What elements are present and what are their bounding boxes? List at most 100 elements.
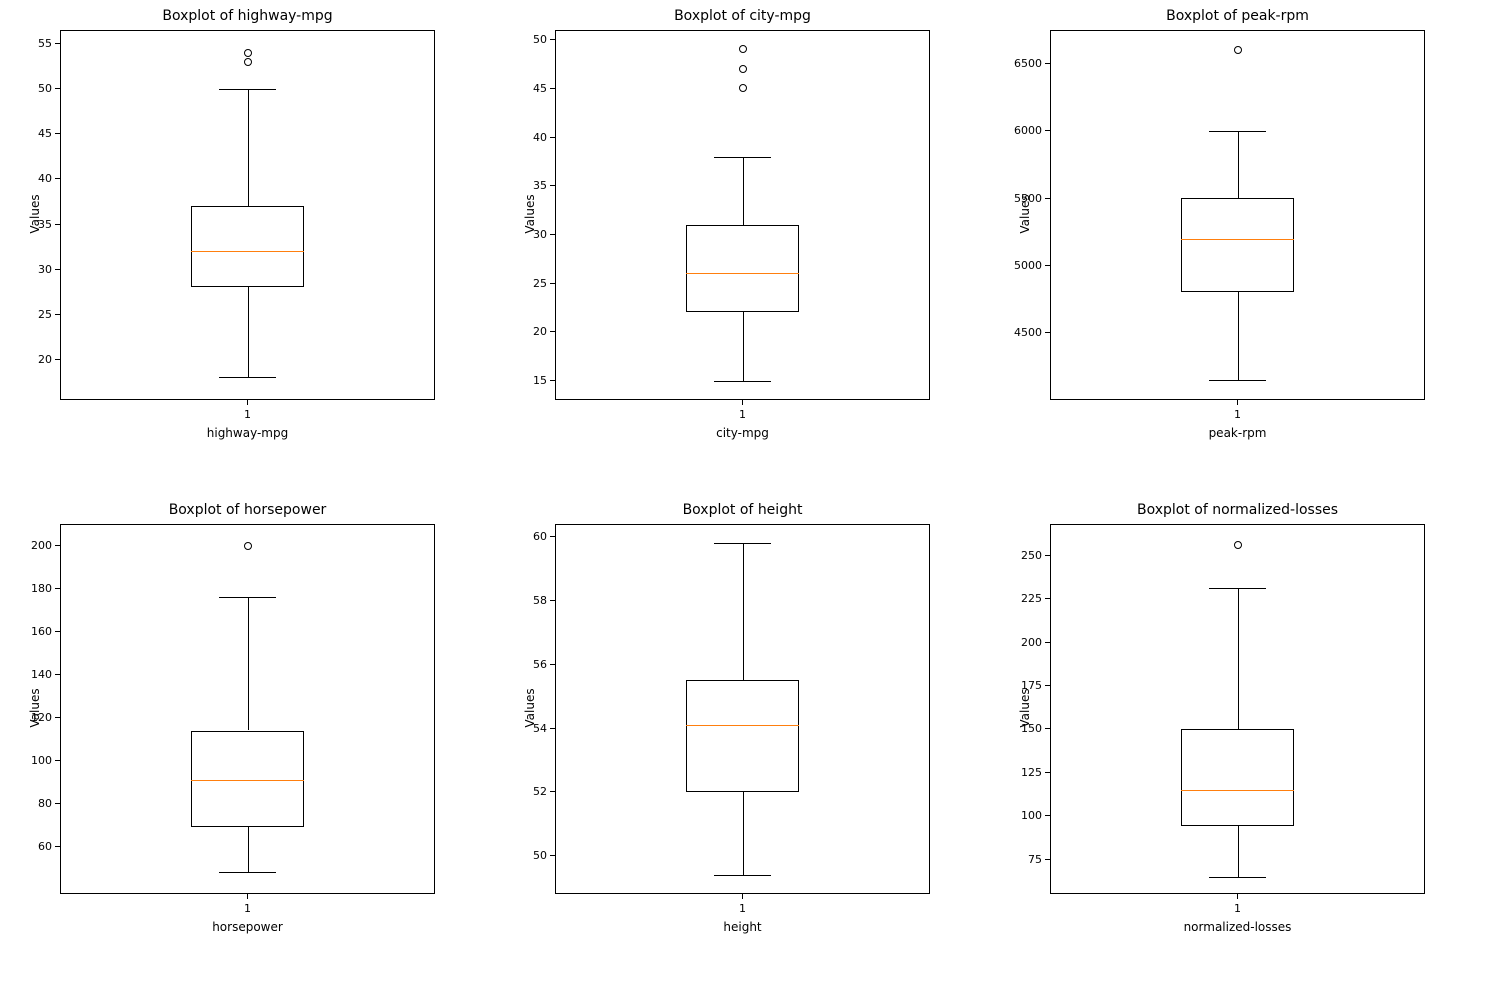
x-axis-label: peak-rpm [1050, 426, 1425, 440]
box [686, 680, 799, 792]
whisker-upper [248, 597, 249, 730]
y-tick-label: 25 [38, 308, 52, 321]
y-tick-label: 6500 [1014, 57, 1042, 70]
x-tick-label: 1 [60, 408, 435, 421]
cap-upper [219, 89, 275, 90]
y-tick-label: 80 [38, 797, 52, 810]
whisker-upper [743, 157, 744, 225]
y-tick-label: 60 [38, 840, 52, 853]
whisker-upper [248, 89, 249, 206]
figure: Boxplot of highway-mpg Values 20 25 30 35 40 45… [0, 0, 1489, 990]
median-line [191, 780, 304, 781]
box [1181, 198, 1294, 292]
y-tick-label: 15 [533, 374, 547, 387]
whisker-lower [1238, 292, 1239, 379]
whisker-upper [743, 543, 744, 680]
y-tick-label: 120 [31, 711, 52, 724]
cap-lower [1209, 380, 1265, 381]
box [191, 206, 304, 287]
y-tick-label: 40 [38, 172, 52, 185]
x-tick-label: 1 [1050, 902, 1425, 915]
cap-upper [219, 597, 275, 598]
x-axis-label: height [555, 920, 930, 934]
y-tick-label: 40 [533, 131, 547, 144]
y-tick-label: 20 [533, 325, 547, 338]
y-tick-label: 56 [533, 658, 547, 671]
y-tick-label: 35 [38, 218, 52, 231]
chart-title: Boxplot of height [555, 502, 930, 518]
chart-title: Boxplot of city-mpg [555, 8, 930, 24]
cap-lower [1209, 877, 1265, 878]
chart-title: Boxplot of peak-rpm [1050, 8, 1425, 24]
cap-lower [219, 377, 275, 378]
subplot-horsepower: Boxplot of horsepowerValues6080100120140… [60, 524, 435, 894]
y-tick-label: 250 [1021, 549, 1042, 562]
y-tick-label: 55 [38, 37, 52, 50]
y-tick-label: 52 [533, 785, 547, 798]
y-tick-label: 35 [533, 179, 547, 192]
subplot-highway-mpg: Boxplot of highway-mpgValues202530354045… [60, 30, 435, 400]
y-tick-label: 50 [533, 849, 547, 862]
y-tick-label: 30 [38, 263, 52, 276]
y-tick-label: 5500 [1014, 192, 1042, 205]
subplot-height: Boxplot of heightValues5052545658601heig… [555, 524, 930, 894]
x-axis-label: horsepower [60, 920, 435, 934]
whisker-lower [743, 312, 744, 380]
y-tick-label: 200 [1021, 636, 1042, 649]
y-tick-label: 100 [31, 754, 52, 767]
y-tick-label: 4500 [1014, 326, 1042, 339]
whisker-lower [743, 792, 744, 875]
chart-title: Boxplot of normalized-losses [1050, 502, 1425, 518]
median-line [191, 251, 304, 252]
outlier-point [1234, 46, 1242, 54]
box [191, 731, 304, 828]
whisker-lower [248, 287, 249, 377]
y-tick-label: 45 [38, 127, 52, 140]
x-axis-label: city-mpg [555, 426, 930, 440]
median-line [686, 273, 799, 274]
outlier-point [739, 65, 747, 73]
subplot-normalized-losses: Boxplot of normalized-lossesValues751001… [1050, 524, 1425, 894]
subplot-peak-rpm: Boxplot of peak-rpmValues450050005500600… [1050, 30, 1425, 400]
y-tick-label: 20 [38, 353, 52, 366]
y-tick-label: 140 [31, 668, 52, 681]
y-axis-label: Values [28, 678, 42, 738]
y-tick-label: 175 [1021, 679, 1042, 692]
y-tick-label: 150 [1021, 722, 1042, 735]
whisker-lower [1238, 826, 1239, 876]
whisker-lower [248, 827, 249, 872]
y-tick-label: 58 [533, 594, 547, 607]
box [1181, 729, 1294, 826]
y-axis-label: Values [28, 184, 42, 244]
chart-title: Boxplot of horsepower [60, 502, 435, 518]
cap-upper [1209, 588, 1265, 589]
cap-upper [714, 543, 770, 544]
y-tick-label: 75 [1028, 853, 1042, 866]
y-tick-label: 30 [533, 228, 547, 241]
y-tick-label: 200 [31, 539, 52, 552]
x-tick-label: 1 [60, 902, 435, 915]
y-tick-label: 160 [31, 625, 52, 638]
y-tick-label: 225 [1021, 592, 1042, 605]
x-tick-label: 1 [1050, 408, 1425, 421]
y-tick-label: 50 [533, 33, 547, 46]
y-tick-label: 25 [533, 277, 547, 290]
cap-lower [714, 381, 770, 382]
y-tick-label: 5000 [1014, 259, 1042, 272]
whisker-upper [1238, 131, 1239, 198]
median-line [1181, 790, 1294, 791]
y-tick-label: 6000 [1014, 124, 1042, 137]
x-tick-label: 1 [555, 902, 930, 915]
x-tick-label: 1 [555, 408, 930, 421]
whisker-upper [1238, 588, 1239, 729]
cap-upper [1209, 131, 1265, 132]
y-tick-label: 45 [533, 82, 547, 95]
outlier-point [739, 84, 747, 92]
y-tick-label: 100 [1021, 809, 1042, 822]
median-line [686, 725, 799, 726]
y-tick-label: 54 [533, 722, 547, 735]
chart-title: Boxplot of highway-mpg [60, 8, 435, 24]
box [686, 225, 799, 313]
subplot-city-mpg: Boxplot of city-mpgValues152025303540455… [555, 30, 930, 400]
outlier-point [1234, 541, 1242, 549]
